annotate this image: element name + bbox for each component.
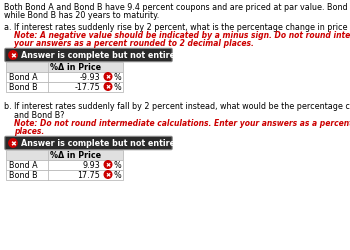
Circle shape: [9, 139, 17, 147]
Text: and Bond B?: and Bond B?: [14, 110, 64, 120]
FancyBboxPatch shape: [5, 49, 172, 62]
Text: ✖: ✖: [105, 85, 111, 90]
Bar: [6, 82, 123, 92]
Text: Answer is complete but not entirely correct.: Answer is complete but not entirely corr…: [21, 51, 221, 60]
Text: while Bond B has 20 years to maturity.: while Bond B has 20 years to maturity.: [4, 12, 159, 20]
Circle shape: [104, 171, 112, 178]
Bar: [6, 160, 123, 170]
Text: -17.75: -17.75: [74, 83, 100, 92]
Text: -9.93: -9.93: [79, 73, 100, 82]
Text: Note: Do not round intermediate calculations. Enter your answers as a percent ro: Note: Do not round intermediate calculat…: [14, 119, 350, 128]
Text: %Δ in Price: %Δ in Price: [50, 63, 101, 72]
Text: Bond B: Bond B: [9, 170, 38, 179]
Circle shape: [104, 161, 112, 169]
Text: ✖: ✖: [105, 162, 111, 167]
Text: %Δ in Price: %Δ in Price: [50, 150, 101, 159]
Text: a. If interest rates suddenly rise by 2 percent, what is the percentage change i: a. If interest rates suddenly rise by 2 …: [4, 23, 350, 32]
Text: Note: A negative value should be indicated by a minus sign. Do not round interme: Note: A negative value should be indicat…: [14, 31, 350, 40]
Text: Bond A: Bond A: [9, 73, 38, 82]
Bar: [6, 72, 123, 82]
Text: 17.75: 17.75: [77, 170, 100, 179]
Text: places.: places.: [14, 126, 44, 136]
Text: Answer is complete but not entirely correct.: Answer is complete but not entirely corr…: [21, 139, 221, 148]
FancyBboxPatch shape: [5, 137, 172, 150]
Circle shape: [104, 83, 112, 91]
Text: %: %: [114, 83, 122, 92]
Text: your answers as a percent rounded to 2 decimal places.: your answers as a percent rounded to 2 d…: [14, 39, 254, 48]
Circle shape: [104, 74, 112, 81]
Text: ✖: ✖: [105, 75, 111, 80]
Bar: [6, 150, 123, 160]
Bar: [6, 170, 123, 180]
Text: ✖: ✖: [10, 53, 16, 59]
Text: b. If interest rates suddenly fall by 2 percent instead, what would be the perce: b. If interest rates suddenly fall by 2 …: [4, 102, 350, 111]
Text: 9.93: 9.93: [82, 160, 100, 169]
Text: %: %: [114, 170, 122, 179]
Text: %: %: [114, 160, 122, 169]
Text: ✖: ✖: [105, 172, 111, 177]
Bar: [6, 62, 123, 72]
Text: Bond B: Bond B: [9, 83, 38, 92]
Circle shape: [9, 52, 17, 60]
Text: ✖: ✖: [10, 140, 16, 146]
Text: Both Bond A and Bond B have 9.4 percent coupons and are priced at par value. Bon: Both Bond A and Bond B have 9.4 percent …: [4, 3, 350, 12]
Text: Bond A: Bond A: [9, 160, 38, 169]
Text: %: %: [114, 73, 122, 82]
